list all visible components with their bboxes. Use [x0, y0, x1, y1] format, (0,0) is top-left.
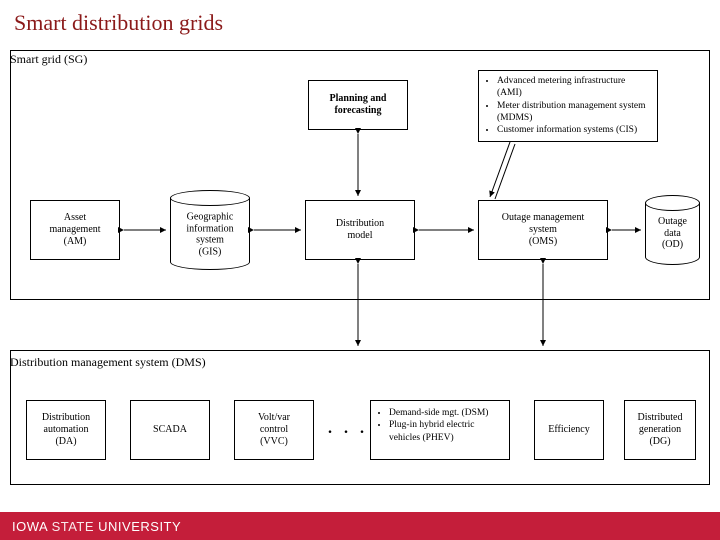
smartgrid-label: Smart grid (SG) — [10, 52, 710, 67]
page-title: Smart distribution grids — [14, 10, 223, 36]
od-label: Outagedata(OD) — [645, 216, 700, 251]
dg-box: Distributedgeneration(DG) — [624, 400, 696, 460]
eff-box: Efficiency — [534, 400, 604, 460]
planning-box: Planning andforecasting — [308, 80, 408, 130]
asset-box: Assetmanagement(AM) — [30, 200, 120, 260]
da-box: Distributionautomation(DA) — [26, 400, 106, 460]
ami-bullets: Advanced metering infrastructure (AMI) M… — [478, 70, 658, 142]
distmodel-box: Distributionmodel — [305, 200, 415, 260]
vvc-box: Volt/varcontrol(VVC) — [234, 400, 314, 460]
dms-label: Distribution management system (DMS) — [10, 355, 710, 370]
gis-label: Geographicinformationsystem(GIS) — [170, 212, 250, 258]
dms-container — [10, 350, 710, 485]
diagram-area: Smart grid (SG) Planning andforecasting … — [10, 50, 710, 500]
bullet-mdms: Meter distribution management system (MD… — [497, 100, 651, 125]
bullet-dsm: Demand-side mgt. (DSM) — [389, 407, 505, 419]
university-logo: IOWA STATE UNIVERSITY — [0, 519, 181, 534]
bullet-phev: Plug-in hybrid electric vehicles (PHEV) — [389, 419, 505, 444]
ellipsis: . . . — [328, 420, 368, 438]
bullet-ami: Advanced metering infrastructure (AMI) — [497, 75, 651, 100]
oms-box: Outage managementsystem(OMS) — [478, 200, 608, 260]
gis-cylinder: Geographicinformationsystem(GIS) — [170, 190, 250, 270]
od-cylinder: Outagedata(OD) — [645, 195, 700, 265]
bullet-cis: Customer information systems (CIS) — [497, 124, 651, 136]
footer-bar: IOWA STATE UNIVERSITY — [0, 512, 720, 540]
dsm-bullets: Demand-side mgt. (DSM) Plug-in hybrid el… — [370, 400, 510, 460]
scada-box: SCADA — [130, 400, 210, 460]
